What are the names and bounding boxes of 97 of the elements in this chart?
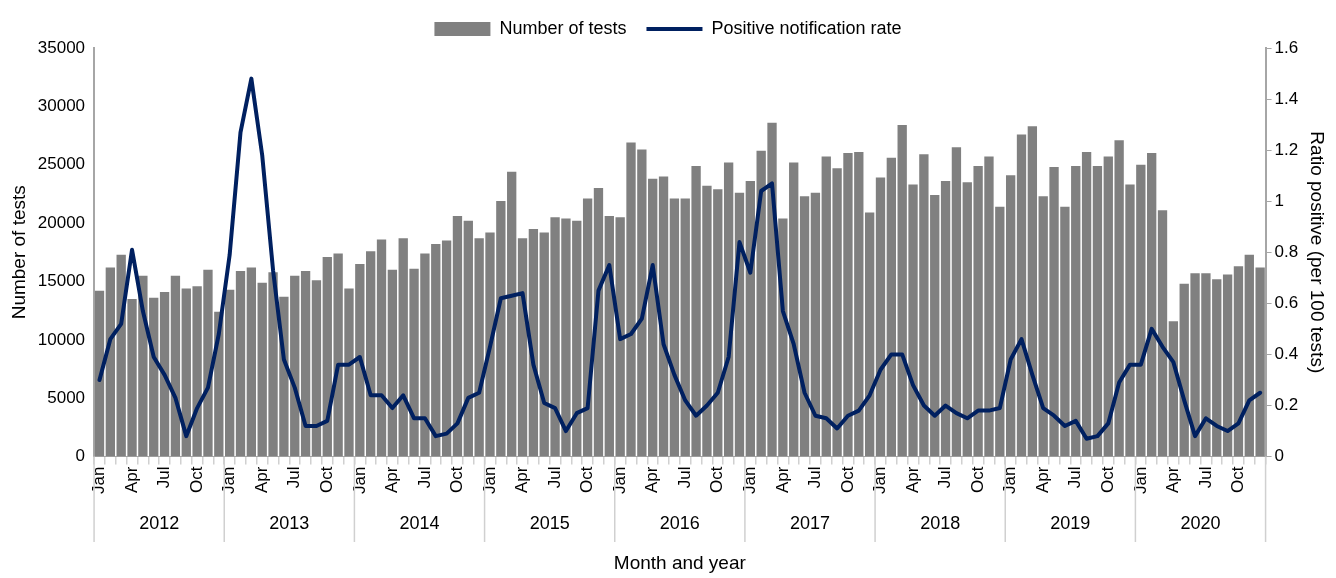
y-tick-label: 25000: [37, 154, 86, 174]
y2-tick-label: 1.4: [1274, 88, 1299, 108]
x-tick-label: Jul: [414, 466, 434, 489]
y2-tick-label: 1.6: [1274, 37, 1299, 57]
bar: [1157, 210, 1168, 457]
text: 2012: [139, 512, 180, 533]
bar: [1006, 175, 1016, 457]
x-tick-label: Apr: [512, 466, 532, 494]
bar: [864, 212, 875, 457]
bar: [235, 270, 246, 457]
bar: [1222, 274, 1233, 457]
y2-tick-label: 0: [1274, 446, 1285, 466]
x-tick-label: Jul: [544, 466, 564, 489]
y2-tick-label: 0.6: [1274, 293, 1299, 313]
y2-tick-label: 0.2: [1274, 395, 1299, 415]
bar: [159, 291, 170, 457]
bar: [1027, 126, 1038, 457]
x-tick-label: Jan: [870, 466, 890, 495]
x-tick-label: Oct: [967, 466, 987, 494]
y-tick-label: 20000: [37, 212, 86, 232]
x-tick-label: Jul: [284, 466, 304, 489]
legend-label: Positive notification rate: [711, 17, 902, 38]
x-tick-label: Apr: [772, 466, 792, 494]
y-tick-label: 35000: [37, 37, 86, 57]
x-tick-label: Oct: [577, 466, 597, 494]
x-tick-label: Oct: [316, 466, 336, 494]
bar: [1233, 266, 1244, 457]
x-axis-title: Month and year: [613, 552, 747, 574]
x-tick-label: Jul: [1195, 466, 1215, 489]
y-axis-title: Number of tests: [7, 185, 29, 320]
x-tick-label: Jan: [479, 466, 499, 495]
x-tick-label: Jan: [219, 466, 239, 495]
bar: [246, 267, 257, 457]
bar: [225, 289, 235, 457]
x-tick-label: Jan: [1130, 466, 1150, 495]
x-tick-label: Jan: [1000, 466, 1020, 495]
x-tick-label: Oct: [447, 466, 467, 494]
y2-axis-title: Ratio positive (per 100 tests): [1307, 131, 1329, 374]
x-tick-label: Jul: [1065, 466, 1085, 489]
x-tick-label: Jul: [805, 466, 825, 489]
bar: [452, 216, 463, 457]
x-tick-label: Apr: [1032, 466, 1052, 494]
bar: [810, 192, 821, 457]
text: 2019: [1050, 512, 1091, 533]
bar: [1081, 151, 1092, 457]
bar: [1147, 153, 1157, 457]
legend-label: Number of tests: [499, 17, 627, 38]
x-tick-label: Jul: [154, 466, 174, 489]
text: 2013: [269, 512, 310, 533]
x-tick-label: Apr: [121, 466, 141, 494]
y2-tick-label: 0.4: [1274, 344, 1299, 364]
text: 2018: [920, 512, 961, 533]
bar: [376, 239, 387, 457]
x-tick-label: Apr: [642, 466, 662, 494]
bar: [441, 240, 452, 457]
text: 2020: [1180, 512, 1221, 533]
bar: [875, 177, 886, 457]
text: 2017: [789, 512, 831, 533]
x-tick-label: Apr: [1163, 466, 1183, 494]
bar: [886, 157, 896, 457]
x-tick-label: Apr: [902, 466, 922, 494]
bar: [387, 269, 398, 457]
x-tick-label: Oct: [1097, 466, 1117, 494]
text: 2016: [659, 512, 700, 533]
text: 2015: [529, 512, 570, 533]
bar: [940, 181, 951, 457]
text: 2014: [399, 512, 440, 533]
x-tick-label: Oct: [707, 466, 727, 494]
bar: [1092, 165, 1103, 457]
y-tick-label: 30000: [37, 96, 86, 116]
x-tick-label: Jan: [609, 466, 629, 495]
y2-tick-label: 1: [1274, 190, 1285, 210]
y-tick-label: 10000: [37, 329, 86, 349]
x-tick-label: Jul: [674, 466, 694, 489]
x-tick-label: Jul: [935, 466, 955, 489]
x-tick-label: Apr: [251, 466, 271, 494]
x-tick-label: Apr: [382, 466, 402, 494]
bar: [105, 267, 116, 457]
bar: [1016, 134, 1027, 457]
bar: [951, 147, 962, 457]
y2-tick-label: 0.8: [1274, 241, 1299, 261]
x-tick-label: Jan: [89, 466, 109, 495]
x-tick-label: Jan: [740, 466, 760, 495]
y2-tick-label: 1.2: [1274, 139, 1299, 159]
bar: [669, 198, 680, 457]
y-tick-label: 5000: [47, 387, 86, 407]
x-tick-label: Oct: [837, 466, 857, 494]
bar: [94, 290, 105, 457]
y-tick-label: 0: [75, 446, 86, 466]
y-tick-label: 15000: [37, 271, 86, 291]
bar: [799, 196, 810, 457]
bar: [311, 280, 322, 457]
x-tick-label: Oct: [186, 466, 206, 494]
x-tick-label: Oct: [1228, 466, 1248, 494]
bar: [300, 270, 311, 457]
bar: [366, 251, 376, 457]
x-tick-label: Jan: [349, 466, 369, 495]
